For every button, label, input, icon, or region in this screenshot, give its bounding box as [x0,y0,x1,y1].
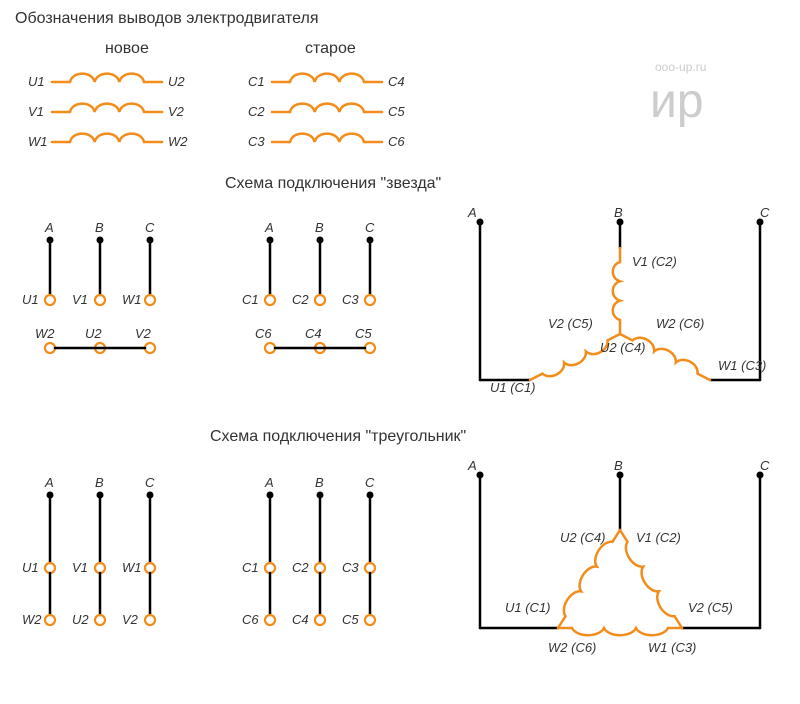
delta-v1: V1 (C2) [636,530,681,545]
col-new: новое [105,40,149,58]
leg-new-1-r: V2 [168,104,184,119]
delta-new-b2: V2 [122,612,138,627]
delta-old-B: B [315,475,324,490]
star-new-A: A [45,220,54,235]
star-v2: V2 (C5) [548,316,593,331]
leg-new-1-l: V1 [28,104,44,119]
leg-new-2-r: W2 [168,134,188,149]
star-new-b1: U2 [85,326,102,341]
leg-old-0-l: C1 [248,74,265,89]
delta-new-C: C [145,475,154,490]
delta-new-t1: V1 [72,560,88,575]
leg-new-0-l: U1 [28,74,45,89]
star-u2: U2 (C4) [600,340,646,355]
star-new-C: C [145,220,154,235]
delta-old-t0: C1 [242,560,259,575]
delta-big-B: B [614,458,623,473]
delta-old-C: C [365,475,374,490]
main-title: Обозначения выводов электродвигателя [15,10,319,28]
delta-new-A: A [45,475,54,490]
leg-old-2-r: C6 [388,134,405,149]
delta-old-b0: C6 [242,612,259,627]
delta-new-t0: U1 [22,560,39,575]
star-u1: U1 (C1) [490,380,536,395]
delta-big-C: C [760,458,769,473]
col-old: старое [305,40,356,58]
watermark-url: ooo-up.ru [655,60,706,74]
star-old-t2: C3 [342,292,359,307]
delta-big-A: A [468,458,477,473]
leg-old-1-l: C2 [248,104,265,119]
star-old-B: B [315,220,324,235]
star-new-t2: W1 [122,292,142,307]
leg-old-1-r: C5 [388,104,405,119]
delta-old-A: A [265,475,274,490]
delta-new-b1: U2 [72,612,89,627]
star-old-b2: C5 [355,326,372,341]
delta-new-t2: W1 [122,560,142,575]
delta-old-t2: C3 [342,560,359,575]
star-big-C: C [760,205,769,220]
leg-new-2-l: W1 [28,134,48,149]
star-old-t0: C1 [242,292,259,307]
star-old-t1: C2 [292,292,309,307]
star-big-B: B [614,205,623,220]
leg-old-2-l: C3 [248,134,265,149]
star-w1: W1 (C3) [718,358,766,373]
delta-w1: W1 (C3) [648,640,696,655]
delta-w2: W2 (C6) [548,640,596,655]
star-new-t1: V1 [72,292,88,307]
delta-old-b2: C5 [342,612,359,627]
delta-u2: U2 (C4) [560,530,606,545]
star-big-A: A [468,205,477,220]
delta-new-b0: W2 [22,612,42,627]
leg-old-0-r: C4 [388,74,405,89]
delta-v2: V2 (C5) [688,600,733,615]
watermark-logo: ир [650,78,704,126]
delta-old-b1: C4 [292,612,309,627]
star-new-b0: W2 [35,326,55,341]
star-w2: W2 (C6) [656,316,704,331]
delta-title: Схема подключения "треугольник" [210,428,466,446]
leg-new-0-r: U2 [168,74,185,89]
star-v1: V1 (C2) [632,254,677,269]
star-old-b1: C4 [305,326,322,341]
star-old-A: A [265,220,274,235]
star-new-t0: U1 [22,292,39,307]
star-title: Схема подключения "звезда" [225,175,441,193]
star-new-b2: V2 [135,326,151,341]
star-old-b0: C6 [255,326,272,341]
star-new-B: B [95,220,104,235]
delta-new-B: B [95,475,104,490]
delta-u1: U1 (C1) [505,600,551,615]
delta-old-t1: C2 [292,560,309,575]
star-old-C: C [365,220,374,235]
